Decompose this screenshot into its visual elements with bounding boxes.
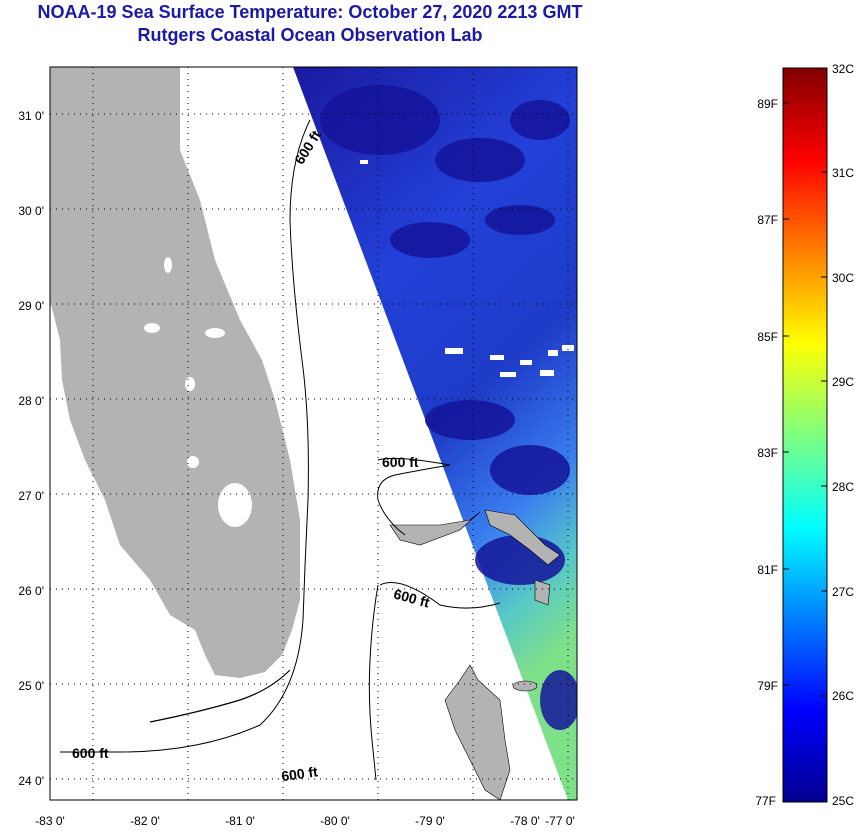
- cloud-specks: [360, 160, 574, 377]
- longitude-ticks: -83 0' -82 0' -81 0' -80 0' -79 0' -78 0…: [35, 814, 575, 828]
- colorbar-label-87f: 87F: [757, 213, 778, 227]
- colorbar-label-28c: 28C: [832, 480, 854, 494]
- lon-tick-80: -80 0': [320, 814, 350, 828]
- lat-tick-30: 30 0': [18, 204, 44, 218]
- lon-tick-81: -81 0': [225, 814, 255, 828]
- inland-lakes: [144, 257, 225, 468]
- colorbar-label-29c: 29C: [832, 375, 854, 389]
- colorbar-label-27c: 27C: [832, 585, 854, 599]
- lat-tick-28: 28 0': [18, 394, 44, 408]
- isobath-label-west: 600 ft: [72, 745, 109, 761]
- lake-okeechobee: [218, 483, 252, 527]
- colorbar-fahrenheit-labels: 77F 79F 81F 83F 85F 87F 89F: [755, 97, 778, 808]
- colorbar-label-89f: 89F: [757, 97, 778, 111]
- colorbar-label-83f: 83F: [757, 446, 778, 460]
- lon-tick-83: -83 0': [35, 814, 65, 828]
- colorbar-label-81f: 81F: [757, 563, 778, 577]
- graticule: [50, 67, 577, 800]
- lat-tick-29: 29 0': [18, 299, 44, 313]
- map-subtitle: Rutgers Coastal Ocean Observation Lab: [137, 25, 483, 45]
- colorbar-fahrenheit-ticks: [783, 102, 789, 686]
- colorbar-label-85f: 85F: [757, 330, 778, 344]
- colorbar-scale: [782, 67, 828, 803]
- map-frame: [49, 66, 578, 801]
- colorbar-label-31c: 31C: [832, 166, 854, 180]
- colorbar-label-26c: 26C: [832, 689, 854, 703]
- lon-tick-79: -79 0': [415, 814, 445, 828]
- sst-swath: [293, 67, 577, 800]
- colorbar-celsius-ticks: [821, 171, 827, 697]
- lat-tick-27: 27 0': [18, 489, 44, 503]
- colorbar-label-25c: 25C: [832, 794, 854, 808]
- lon-tick-82: -82 0': [130, 814, 160, 828]
- colorbar-label-32c: 32C: [832, 62, 854, 76]
- lat-tick-25: 25 0': [18, 679, 44, 693]
- lon-tick-78: -78 0': [510, 814, 540, 828]
- isobath-600ft: [60, 119, 501, 781]
- colorbar-label-30c: 30C: [832, 271, 854, 285]
- sst-cold-patches: [320, 85, 577, 730]
- latitude-ticks: 24 0' 25 0' 26 0' 27 0' 28 0' 29 0' 30 0…: [18, 109, 44, 788]
- colorbar-label-79f: 79F: [757, 679, 778, 693]
- lon-tick-77: -77 0': [545, 814, 575, 828]
- lat-tick-24: 24 0': [18, 774, 44, 788]
- isobath-label-south: 600 ft: [280, 763, 319, 784]
- map-title: NOAA-19 Sea Surface Temperature: October…: [37, 2, 583, 22]
- lat-tick-26: 26 0': [18, 584, 44, 598]
- isobath-label-bahamas-north: 600 ft: [382, 454, 419, 470]
- colorbar-celsius-labels: 25C 26C 27C 28C 29C 30C 31C 32C: [832, 62, 854, 808]
- lat-tick-31: 31 0': [18, 109, 44, 123]
- bahamas-land: [389, 509, 561, 800]
- florida-keys: [149, 669, 291, 723]
- colorbar-label-77f: 77F: [755, 794, 776, 808]
